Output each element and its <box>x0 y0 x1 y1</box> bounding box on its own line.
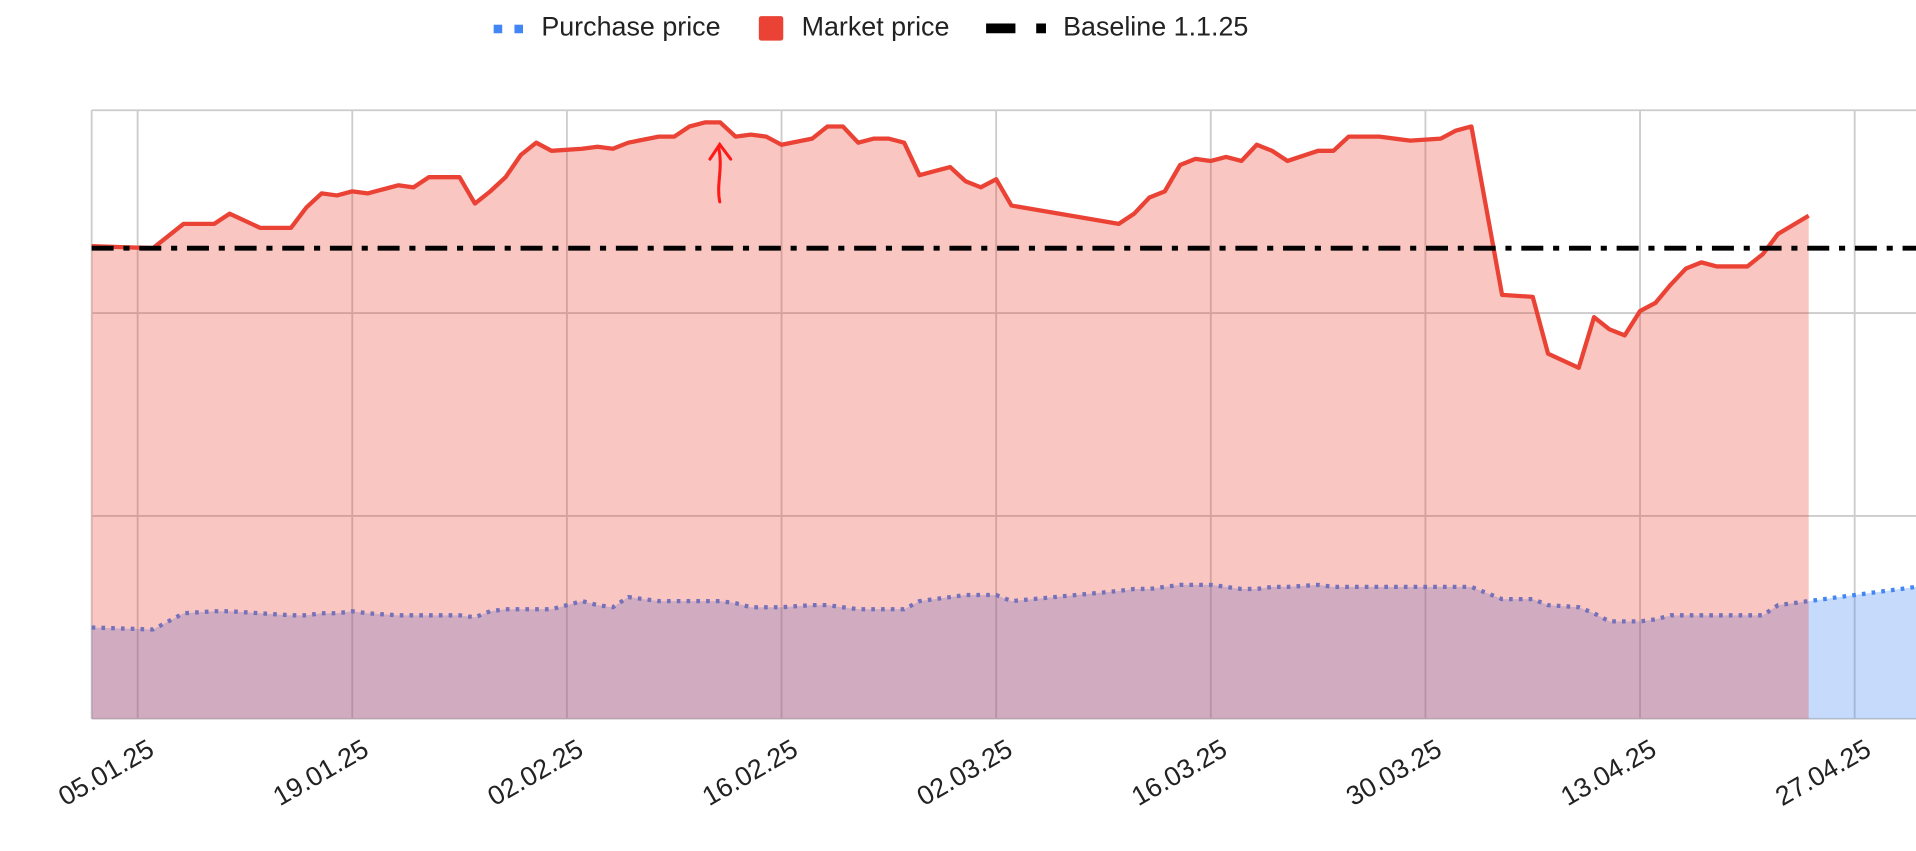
annotation-arrow <box>708 141 733 204</box>
x-tick-label: 16.02.25 <box>697 733 803 811</box>
legend-swatch <box>1036 23 1046 34</box>
legend-swatch <box>514 24 523 34</box>
line <box>91 120 1810 370</box>
x-tick-label: 02.03.25 <box>912 733 1018 811</box>
legend-swatch <box>758 16 784 41</box>
legend-label: Market price <box>802 11 950 41</box>
x-tick-label: 02.02.25 <box>482 733 588 811</box>
area <box>91 584 1916 719</box>
legend-label: Baseline 1.1.25 <box>1063 11 1248 41</box>
line <box>91 582 1916 632</box>
x-tick-label: 05.01.25 <box>53 733 159 811</box>
x-tick-label: 16.03.25 <box>1126 733 1232 811</box>
plot-area: 05.01.25 19.01.25 02.02.25 16.02.25 02.03.25… <box>53 109 1916 812</box>
x-tick-label: 13.04.25 <box>1556 733 1662 811</box>
x-tick-label: 30.03.25 <box>1341 733 1447 811</box>
legend-label: Purchase price <box>541 11 720 41</box>
legend: Purchase price Market price Baseline 1.1.2… <box>493 11 1248 41</box>
area <box>91 122 1809 719</box>
x-tick-label: 27.04.25 <box>1770 733 1876 811</box>
x-tick-label: 19.01.25 <box>268 733 374 811</box>
legend-swatch <box>493 24 503 34</box>
legend-swatch <box>986 23 1016 34</box>
